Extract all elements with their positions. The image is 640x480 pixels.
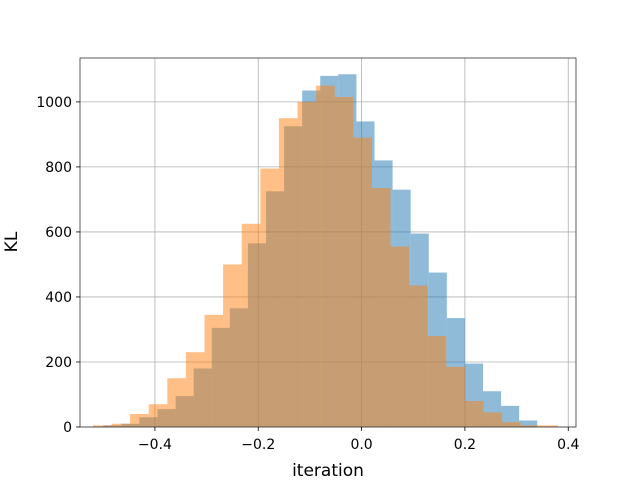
histogram-bar — [223, 264, 242, 427]
plot-frame — [79, 57, 577, 428]
histogram-bar — [185, 352, 205, 427]
y-axis-ticks: 0 200 400 600 800 1000 — [36, 95, 80, 436]
x-tick-label: −0.2 — [241, 437, 275, 453]
histogram-bar — [334, 97, 354, 427]
histogram-bar — [520, 425, 540, 427]
x-axis-ticks: −0.4 −0.2 0.0 0.2 0.4 — [138, 427, 579, 453]
x-tick-label: 0.0 — [350, 437, 372, 453]
histogram-bar — [130, 413, 149, 427]
histogram-bar — [539, 425, 558, 427]
x-tick-label: 0.2 — [454, 437, 476, 453]
histogram-bar — [111, 423, 131, 427]
histogram-bar — [483, 412, 503, 427]
histogram-bar — [371, 188, 391, 427]
histogram-bar — [427, 335, 447, 427]
histogram-bar — [446, 366, 465, 427]
histogram-bar — [278, 118, 298, 427]
y-tick-label: 400 — [45, 290, 72, 306]
histogram-bar — [464, 400, 484, 427]
histogram-bar — [241, 223, 261, 427]
histogram-bar — [167, 378, 186, 427]
histogram-bar — [502, 422, 521, 427]
histogram-bar — [390, 246, 410, 427]
x-axis-label: iteration — [292, 461, 364, 480]
histogram-bar — [353, 137, 372, 427]
histogram-bar — [316, 85, 335, 427]
x-tick-label: 0.4 — [557, 437, 579, 453]
histogram-bar — [519, 420, 538, 427]
histogram-bar — [409, 285, 428, 427]
y-tick-label: 1000 — [36, 95, 72, 111]
y-tick-label: 800 — [45, 160, 72, 176]
histogram-bar — [297, 101, 317, 428]
y-axis-label: KL — [2, 231, 22, 252]
y-tick-label: 200 — [45, 355, 72, 371]
histogram-bar — [260, 168, 279, 427]
histogram-bar — [148, 404, 168, 427]
histogram-bars — [92, 74, 558, 428]
y-tick-label: 0 — [63, 420, 72, 436]
histogram-bar — [501, 405, 520, 427]
histogram-bar — [92, 425, 112, 427]
y-tick-label: 600 — [45, 225, 72, 241]
x-tick-label: −0.4 — [138, 437, 172, 453]
histogram-bar — [204, 314, 224, 427]
